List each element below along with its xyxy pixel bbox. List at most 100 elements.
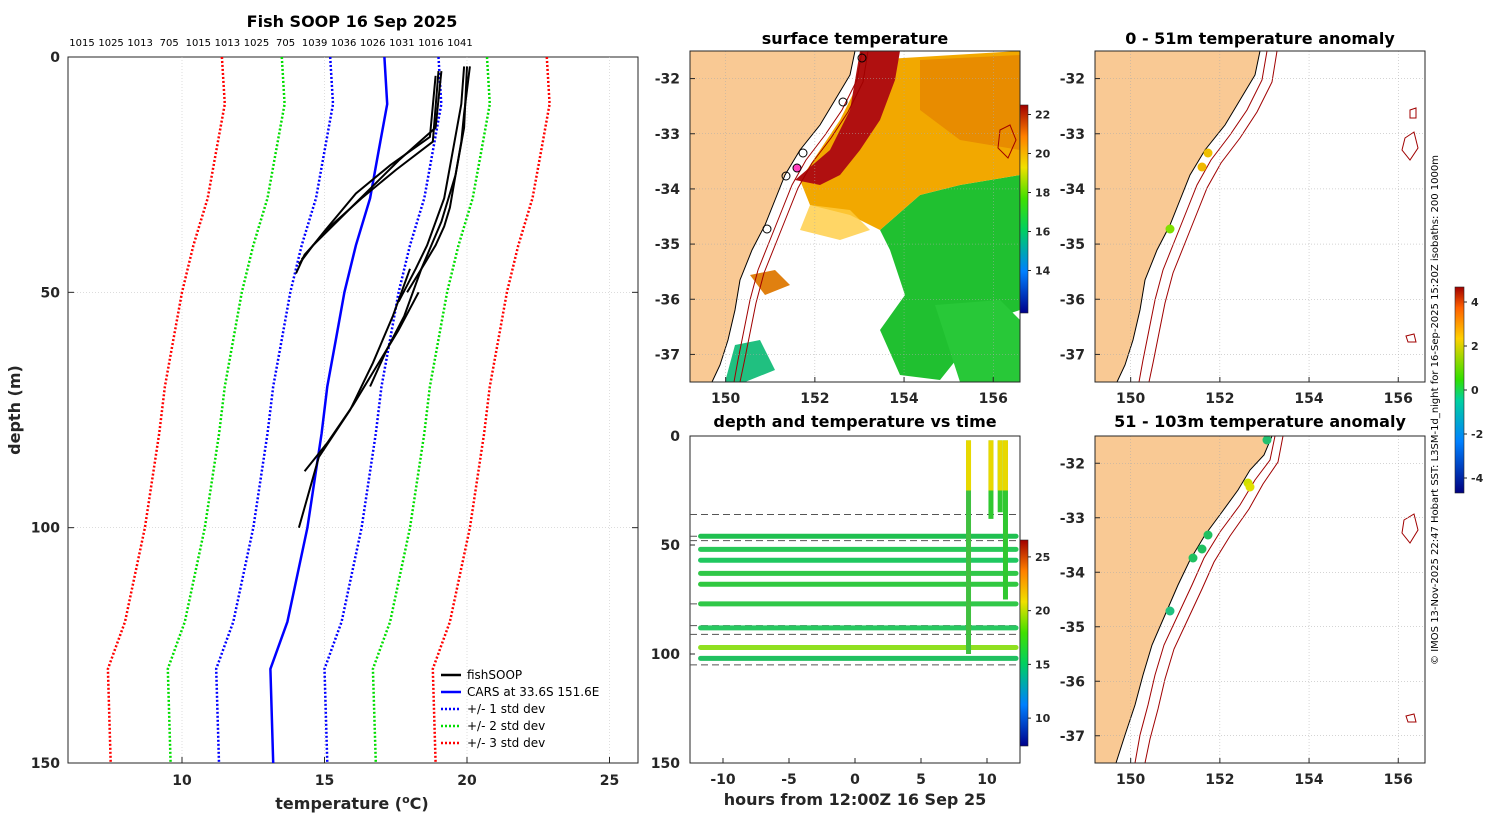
sst-green-region-2 — [935, 300, 1020, 382]
tick-label-x: 0 — [850, 772, 860, 788]
tick-label-lat: -34 — [655, 182, 681, 198]
anomaly-dot — [1245, 482, 1255, 492]
cast-number-label: 1026 — [360, 38, 385, 49]
depth-time-colorbar — [1019, 539, 1029, 747]
legend-label-std1: +/- 1 std dev — [467, 702, 545, 716]
land-mass — [1095, 436, 1273, 763]
station-marker — [762, 224, 772, 234]
cast-number-label: 1016 — [418, 38, 443, 49]
fishsoop-profile-8 — [297, 268, 411, 528]
tick-label-lat: -33 — [1060, 511, 1085, 527]
tick-label-x: -5 — [781, 772, 797, 788]
anomaly-deep-frame — [1094, 435, 1426, 764]
anomaly-shallow-map: 150 152 154 156 -32 -33 -34 -35 -36 -37 0 - 51m t… — [1060, 29, 1426, 407]
colorbar-tick-label: 16 — [1035, 226, 1051, 239]
anomaly-dot — [1203, 148, 1213, 158]
profile-grid — [68, 57, 638, 763]
tick-label-x: 15 — [315, 773, 334, 789]
colorbar-tick-label: 10 — [1035, 712, 1051, 725]
tick-label-lon: 152 — [1205, 772, 1234, 788]
tick-label-y: 0 — [670, 429, 680, 445]
cast-number-label: 1025 — [98, 38, 123, 49]
tick-label-lat: -36 — [655, 292, 680, 308]
legend-label-std2: +/- 2 std dev — [467, 719, 545, 733]
station-marker-current — [792, 163, 802, 173]
tick-label-lon: 156 — [979, 391, 1008, 407]
sst-grid — [690, 51, 1020, 382]
std-band-lower-1 — [214, 57, 335, 763]
colorbar-tick-label: 20 — [1035, 605, 1051, 618]
sst-yellow-patch — [800, 205, 870, 240]
tick-label-lat: -32 — [655, 72, 680, 88]
tick-label-lon: 150 — [1116, 772, 1145, 788]
fishsoop-profile-1 — [397, 66, 466, 303]
seamount-contour — [1405, 713, 1417, 723]
tick-label-x: 25 — [600, 773, 619, 789]
surface-temperature-map: 150 152 154 156 -32 -33 -34 -35 -36 -37 surface t… — [655, 29, 1051, 407]
seamount-contour — [1409, 107, 1417, 119]
anomaly-deep-ticks: 150 152 154 156 -32 -33 -34 -35 -36 -37 — [1060, 456, 1413, 788]
tick-label-lon: 154 — [1294, 772, 1323, 788]
cast-number-label: 1039 — [302, 38, 327, 49]
colorbar-tick-label: 18 — [1035, 187, 1050, 200]
seamount-contour — [1401, 513, 1419, 544]
tick-label-lon: 154 — [889, 391, 918, 407]
colorbar-tick-label: 0 — [1471, 384, 1479, 397]
anomaly-dot — [1262, 436, 1272, 445]
isobath-200m — [1138, 51, 1268, 382]
tick-label-lon: 152 — [800, 391, 829, 407]
cast-number-label: 705 — [276, 38, 295, 49]
seamount-contour — [1401, 131, 1419, 161]
seamount-contour — [997, 124, 1017, 159]
std-band-lower-2 — [166, 57, 286, 763]
fishsoop-profile-7 — [303, 291, 420, 472]
isobath-1000m — [1148, 51, 1278, 382]
tick-label-lat: -35 — [1060, 237, 1085, 253]
anomaly-dot — [1197, 162, 1207, 172]
profile-ylabel: depth (m) — [5, 365, 24, 455]
profile-legend: fishSOOP CARS at 33.6S 151.6E +/- 1 std … — [441, 668, 599, 750]
std-band-lower-3 — [106, 57, 227, 763]
tick-label-x: 20 — [457, 773, 477, 789]
cast-number-label: 1031 — [389, 38, 414, 49]
tick-label-lon: 156 — [1384, 391, 1413, 407]
tick-label-y: 100 — [651, 647, 680, 663]
cast-number-label: 1013 — [127, 38, 152, 49]
fishsoop-profile-2 — [406, 66, 471, 293]
profile-title: Fish SOOP 16 Sep 2025 — [247, 12, 458, 31]
fishsoop-profile-6 — [300, 75, 437, 261]
tick-label-x: 10 — [172, 773, 192, 789]
tick-label-lat: -34 — [1060, 565, 1086, 581]
tick-label-lat: -37 — [1060, 347, 1085, 363]
sst-colorbar — [1019, 104, 1029, 314]
sst-red-core — [795, 51, 900, 185]
tick-label-x: 5 — [916, 772, 926, 788]
sst-title: surface temperature — [762, 29, 949, 48]
legend-label-cars: CARS at 33.6S 151.6E — [467, 685, 599, 699]
std-band-upper-3 — [431, 57, 551, 763]
tick-label-lat: -37 — [655, 347, 680, 363]
tick-label-y: 100 — [31, 521, 60, 537]
colorbar-tick-label: -4 — [1471, 472, 1484, 485]
sst-colorbar-ticks: 22 20 18 16 14 — [1028, 109, 1051, 278]
tick-label-lat: -36 — [1060, 674, 1085, 690]
colorbar-tick-label: 25 — [1035, 551, 1050, 564]
tick-label-lon: 152 — [1205, 391, 1234, 407]
isobath-1000m — [739, 51, 869, 382]
colorbar-tick-label: 20 — [1035, 148, 1051, 161]
profile-xlabel: temperature (oC) — [275, 793, 428, 814]
station-marker — [857, 53, 867, 63]
cast-number-label: 1036 — [331, 38, 356, 49]
colorbar-tick-label: 4 — [1471, 296, 1479, 309]
legend-label-fishsoop: fishSOOP — [467, 668, 522, 682]
depth-time-xlabel: hours from 12:00Z 16 Sep 25 — [724, 790, 986, 809]
tick-label-lat: -35 — [1060, 620, 1085, 636]
tick-label-y: 50 — [661, 538, 681, 554]
colorbar-tick-label: 22 — [1035, 109, 1050, 122]
anomaly-shallow-ticks: 150 152 154 156 -32 -33 -34 -35 -36 -37 — [1060, 72, 1413, 407]
anomaly-deep-map: 150 152 154 156 -32 -33 -34 -35 -36 -37 51 - 103m… — [1060, 412, 1426, 788]
tick-label-y: 150 — [651, 756, 680, 772]
